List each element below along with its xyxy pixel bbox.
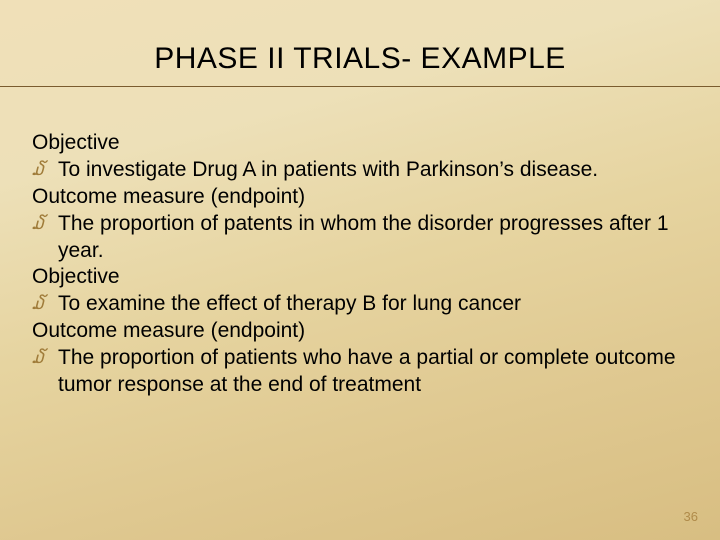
bullet-icon: ໓: [32, 211, 58, 236]
title-area: PHASE II TRIALS- EXAMPLE: [0, 42, 720, 82]
bullet-icon: ໓: [32, 345, 58, 370]
body-heading: Outcome measure (endpoint): [32, 318, 680, 345]
bullet-icon: ໓: [32, 291, 58, 316]
bullet-item: ໓ To investigate Drug A in patients with…: [32, 157, 680, 184]
body-heading: Outcome measure (endpoint): [32, 184, 680, 211]
body-heading: Objective: [32, 130, 680, 157]
title-underline: [0, 86, 720, 87]
bullet-text: To investigate Drug A in patients with P…: [58, 157, 680, 184]
bullet-text: The proportion of patents in whom the di…: [58, 211, 680, 265]
bullet-icon: ໓: [32, 157, 58, 182]
body-heading: Objective: [32, 264, 680, 291]
bullet-item: ໓ The proportion of patents in whom the …: [32, 211, 680, 265]
slide: PHASE II TRIALS- EXAMPLE Objective ໓ To …: [0, 0, 720, 540]
bullet-item: ໓ To examine the effect of therapy B for…: [32, 291, 680, 318]
bullet-item: ໓ The proportion of patients who have a …: [32, 345, 680, 399]
slide-title: PHASE II TRIALS- EXAMPLE: [154, 42, 566, 82]
bullet-text: To examine the effect of therapy B for l…: [58, 291, 680, 318]
slide-body: Objective ໓ To investigate Drug A in pat…: [32, 130, 680, 399]
page-number: 36: [684, 509, 698, 524]
bullet-text: The proportion of patients who have a pa…: [58, 345, 680, 399]
